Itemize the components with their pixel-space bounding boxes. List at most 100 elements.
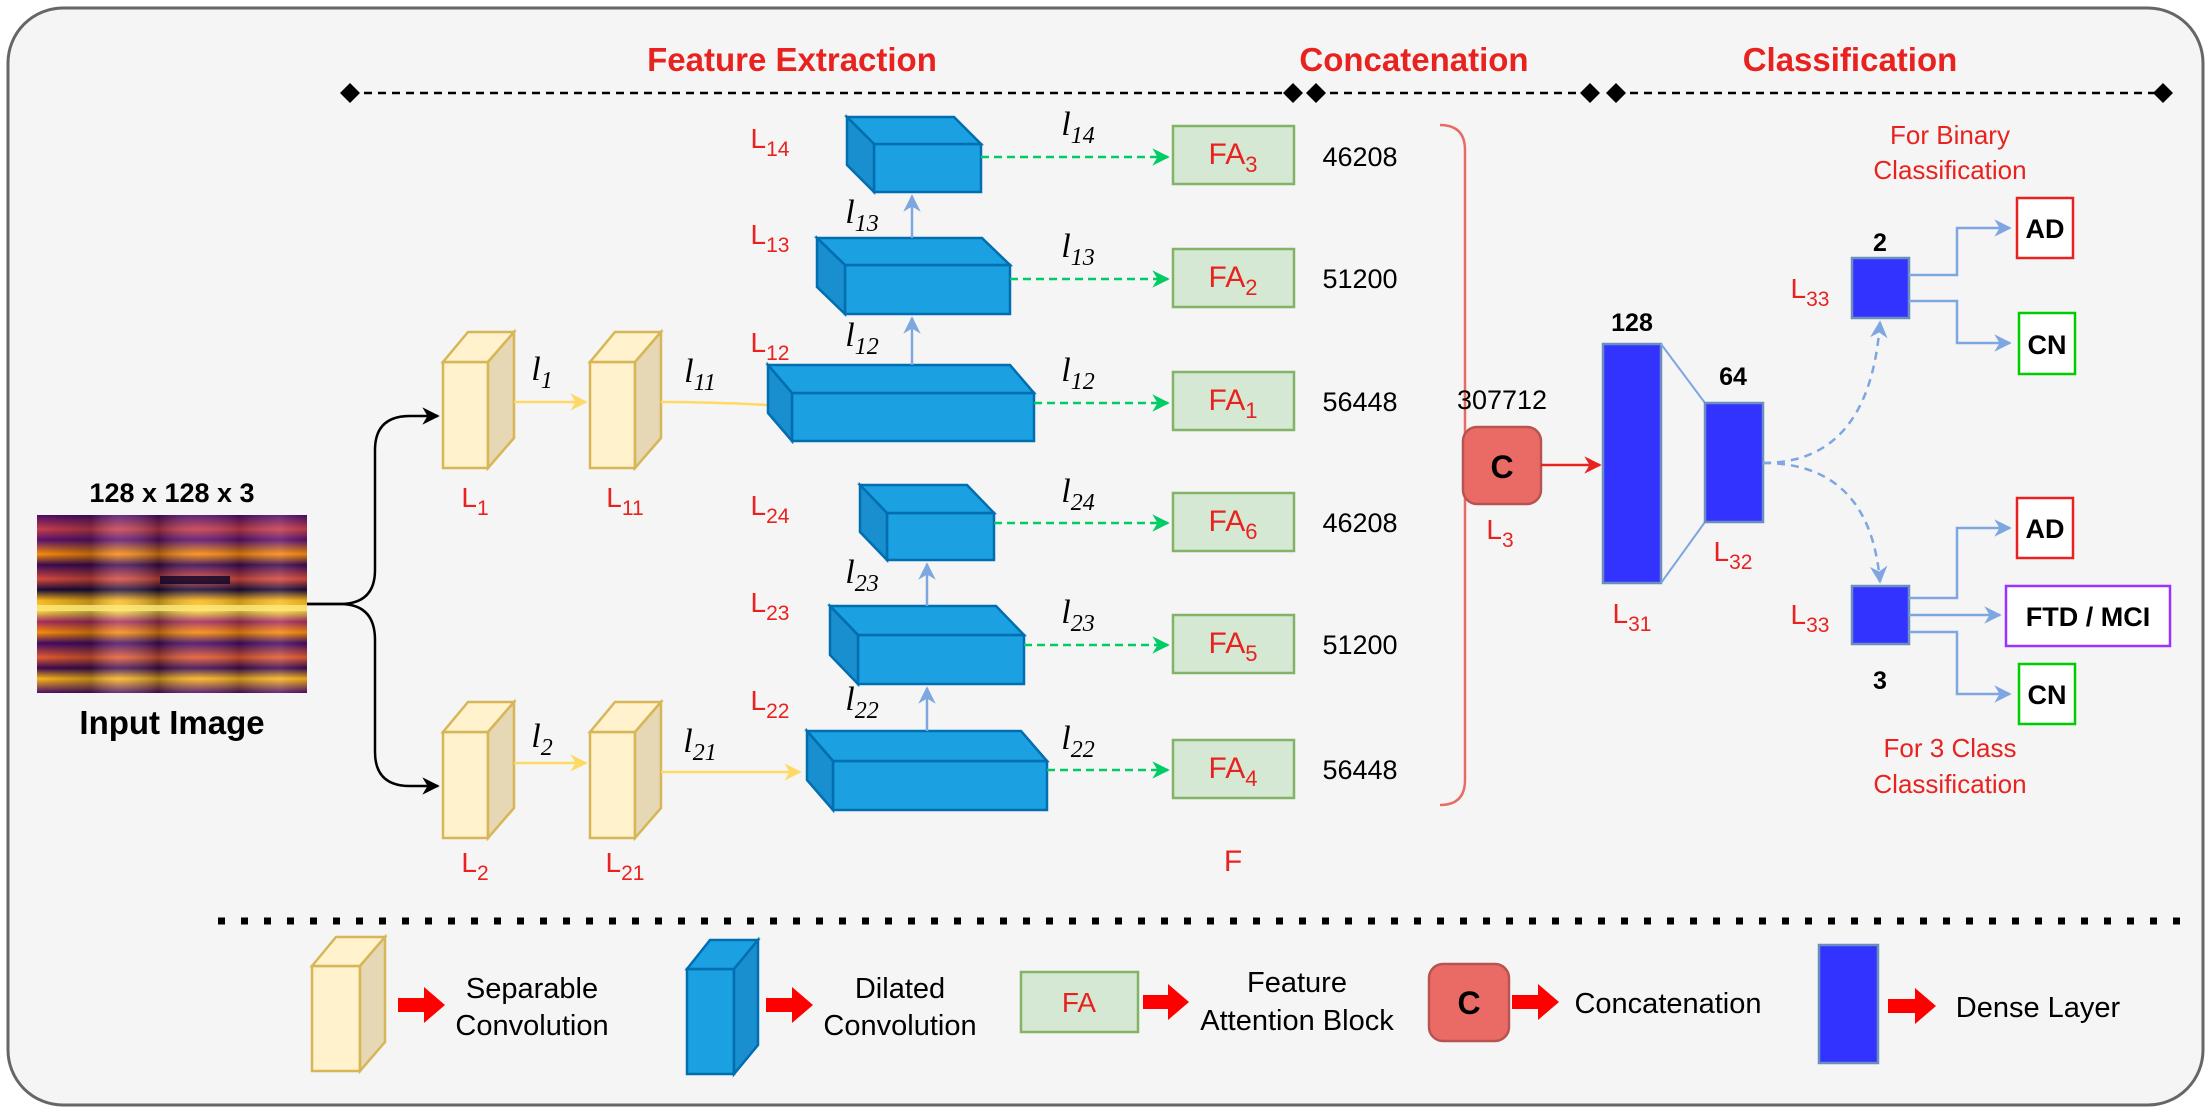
concat-feature-count: 307712 [1457,385,1547,415]
output-ftd-mci: FTD / MCI [2004,584,2172,648]
concat-symbol: C [1490,449,1513,485]
svg-text:CN: CN [2028,680,2067,710]
dilated-conv-l12 [765,361,1037,445]
svg-text:FA5: FA5 [1209,627,1258,666]
fa-block-4-name: FA [1209,752,1246,785]
legend-arrow-fa [1143,984,1189,1020]
svg-text:FA2: FA2 [1209,261,1258,300]
layer-label-l33-three-class: L33 [1791,599,1830,637]
edge-label-l12-up: l12 [845,317,878,360]
dense-64-units: 64 [1719,363,1747,391]
svg-text:FTD / MCI: FTD / MCI [2026,602,2150,632]
input-image-label: Input Image [79,704,264,741]
fa-block-3-name: FA [1209,138,1246,171]
legend-arrow-dense [1888,988,1936,1024]
fa2-feature-count: 51200 [1322,264,1397,294]
legend-fa-icon: FA [1019,970,1140,1034]
concat-node: C [1461,425,1543,506]
edge-label-l13-right: l13 [1061,228,1094,271]
legend-dilated-icon [684,936,761,1078]
edge-binary-to-ad [1909,219,2012,277]
svg-text:FA3: FA3 [1209,138,1258,177]
layer-label-l12: L12 [751,327,790,365]
legend-label-attention-1: Feature [1247,967,1347,999]
edge-label-l13-up: l13 [845,194,878,237]
dilated-conv-l14 [843,113,985,196]
fused-features-label: F [1224,845,1242,878]
layer-label-l31: L31 [1613,598,1652,636]
edge-three-to-ad [1909,519,2012,600]
svg-text:C: C [1457,985,1480,1021]
legend-concat-icon: C [1427,962,1511,1043]
legend-arrow-separable [398,987,445,1023]
binary-caption-line-2: Classification [1873,155,2026,185]
edge-label-l24: l24 [1061,473,1094,516]
fa-block-2-index: 2 [1245,275,1257,300]
three-class-caption-line-1: For 3 Class [1884,733,2017,763]
legend-label-concatenation: Concatenation [1574,988,1761,1020]
dense-layer-l32 [1703,401,1765,524]
binary-caption-line-1: For Binary [1890,120,2010,150]
dilated-conv-l23 [827,602,1027,688]
legend-label-dense: Dense Layer [1956,992,2121,1024]
fa-block-4: FA4 [1171,738,1296,800]
edge-input-to-l1 [307,407,440,606]
edge-label-l11: l11 [684,353,716,396]
output-ad-binary: AD [2015,196,2075,260]
edge-label-l1: l1 [531,351,552,394]
fa1-feature-count: 56448 [1322,387,1397,417]
edge-label-l14: l14 [1061,106,1094,149]
output-ad-three-class: AD [2015,496,2075,560]
layer-label-l21: L21 [606,847,645,885]
three-class-head-units: 3 [1873,667,1887,695]
connector-l31-l32-top [1660,343,1706,404]
output-cn-binary: CN [2017,311,2077,376]
fa3-feature-count: 46208 [1322,142,1397,172]
legend-dense-icon [1817,943,1880,1065]
edge-label-l2: l2 [531,718,552,761]
layer-label-l24: L24 [751,490,790,528]
section-title-feature-extraction: Feature Extraction [647,41,937,78]
dilated-conv-l13 [813,235,1014,317]
background-panel [6,6,2205,1107]
svg-text:AD: AD [2026,214,2065,244]
section-title-classification: Classification [1743,41,1958,78]
dense-layer-l33-binary [1850,256,1911,320]
edge-l32-to-three-class-head [1762,461,1888,584]
edge-input-to-l2 [307,602,440,795]
layer-label-l1: L1 [461,482,488,520]
section-divider [340,83,2173,103]
fa-block-6: FA6 [1171,491,1296,553]
layer-label-l13: L13 [751,219,790,257]
three-class-caption-line-2: Classification [1873,769,2026,799]
svg-text:FA6: FA6 [1209,505,1258,544]
binary-head-units: 2 [1873,229,1887,257]
fa-block-6-name: FA [1209,505,1246,538]
svg-text:FA1: FA1 [1209,384,1258,423]
layer-label-l3: L3 [1486,514,1513,552]
fa-block-2: FA2 [1171,247,1296,309]
fa5-feature-count: 51200 [1322,630,1397,660]
fa-block-4-index: 4 [1245,766,1257,791]
legend-arrow-dilated [766,987,813,1023]
fa-block-1: FA1 [1171,370,1296,432]
edge-label-l21: l21 [683,723,716,766]
legend-label-separable-2: Convolution [455,1010,608,1042]
connector-l31-l32-bottom [1660,521,1706,584]
dense-layer-l33-three-class [1850,584,1911,646]
svg-text:FA: FA [1062,987,1097,1018]
edge-three-to-cn [1909,630,2012,703]
edge-binary-to-cn [1909,299,2012,352]
fa-block-5: FA5 [1171,613,1296,675]
legend-arrow-concat [1512,984,1559,1020]
svg-text:AD: AD [2026,514,2065,544]
legend-label-separable-1: Separable [466,973,598,1005]
legend: Separable Convolution Dilated Convolutio… [309,933,2121,1078]
dense-layer-l31 [1601,342,1663,585]
fa-block-3-index: 3 [1245,152,1257,177]
edge-label-l22-right: l22 [1061,720,1094,763]
edge-label-l23-right: l23 [1061,594,1094,637]
fa-block-2-name: FA [1209,261,1246,294]
edge-l32-to-binary-head [1762,320,1888,465]
